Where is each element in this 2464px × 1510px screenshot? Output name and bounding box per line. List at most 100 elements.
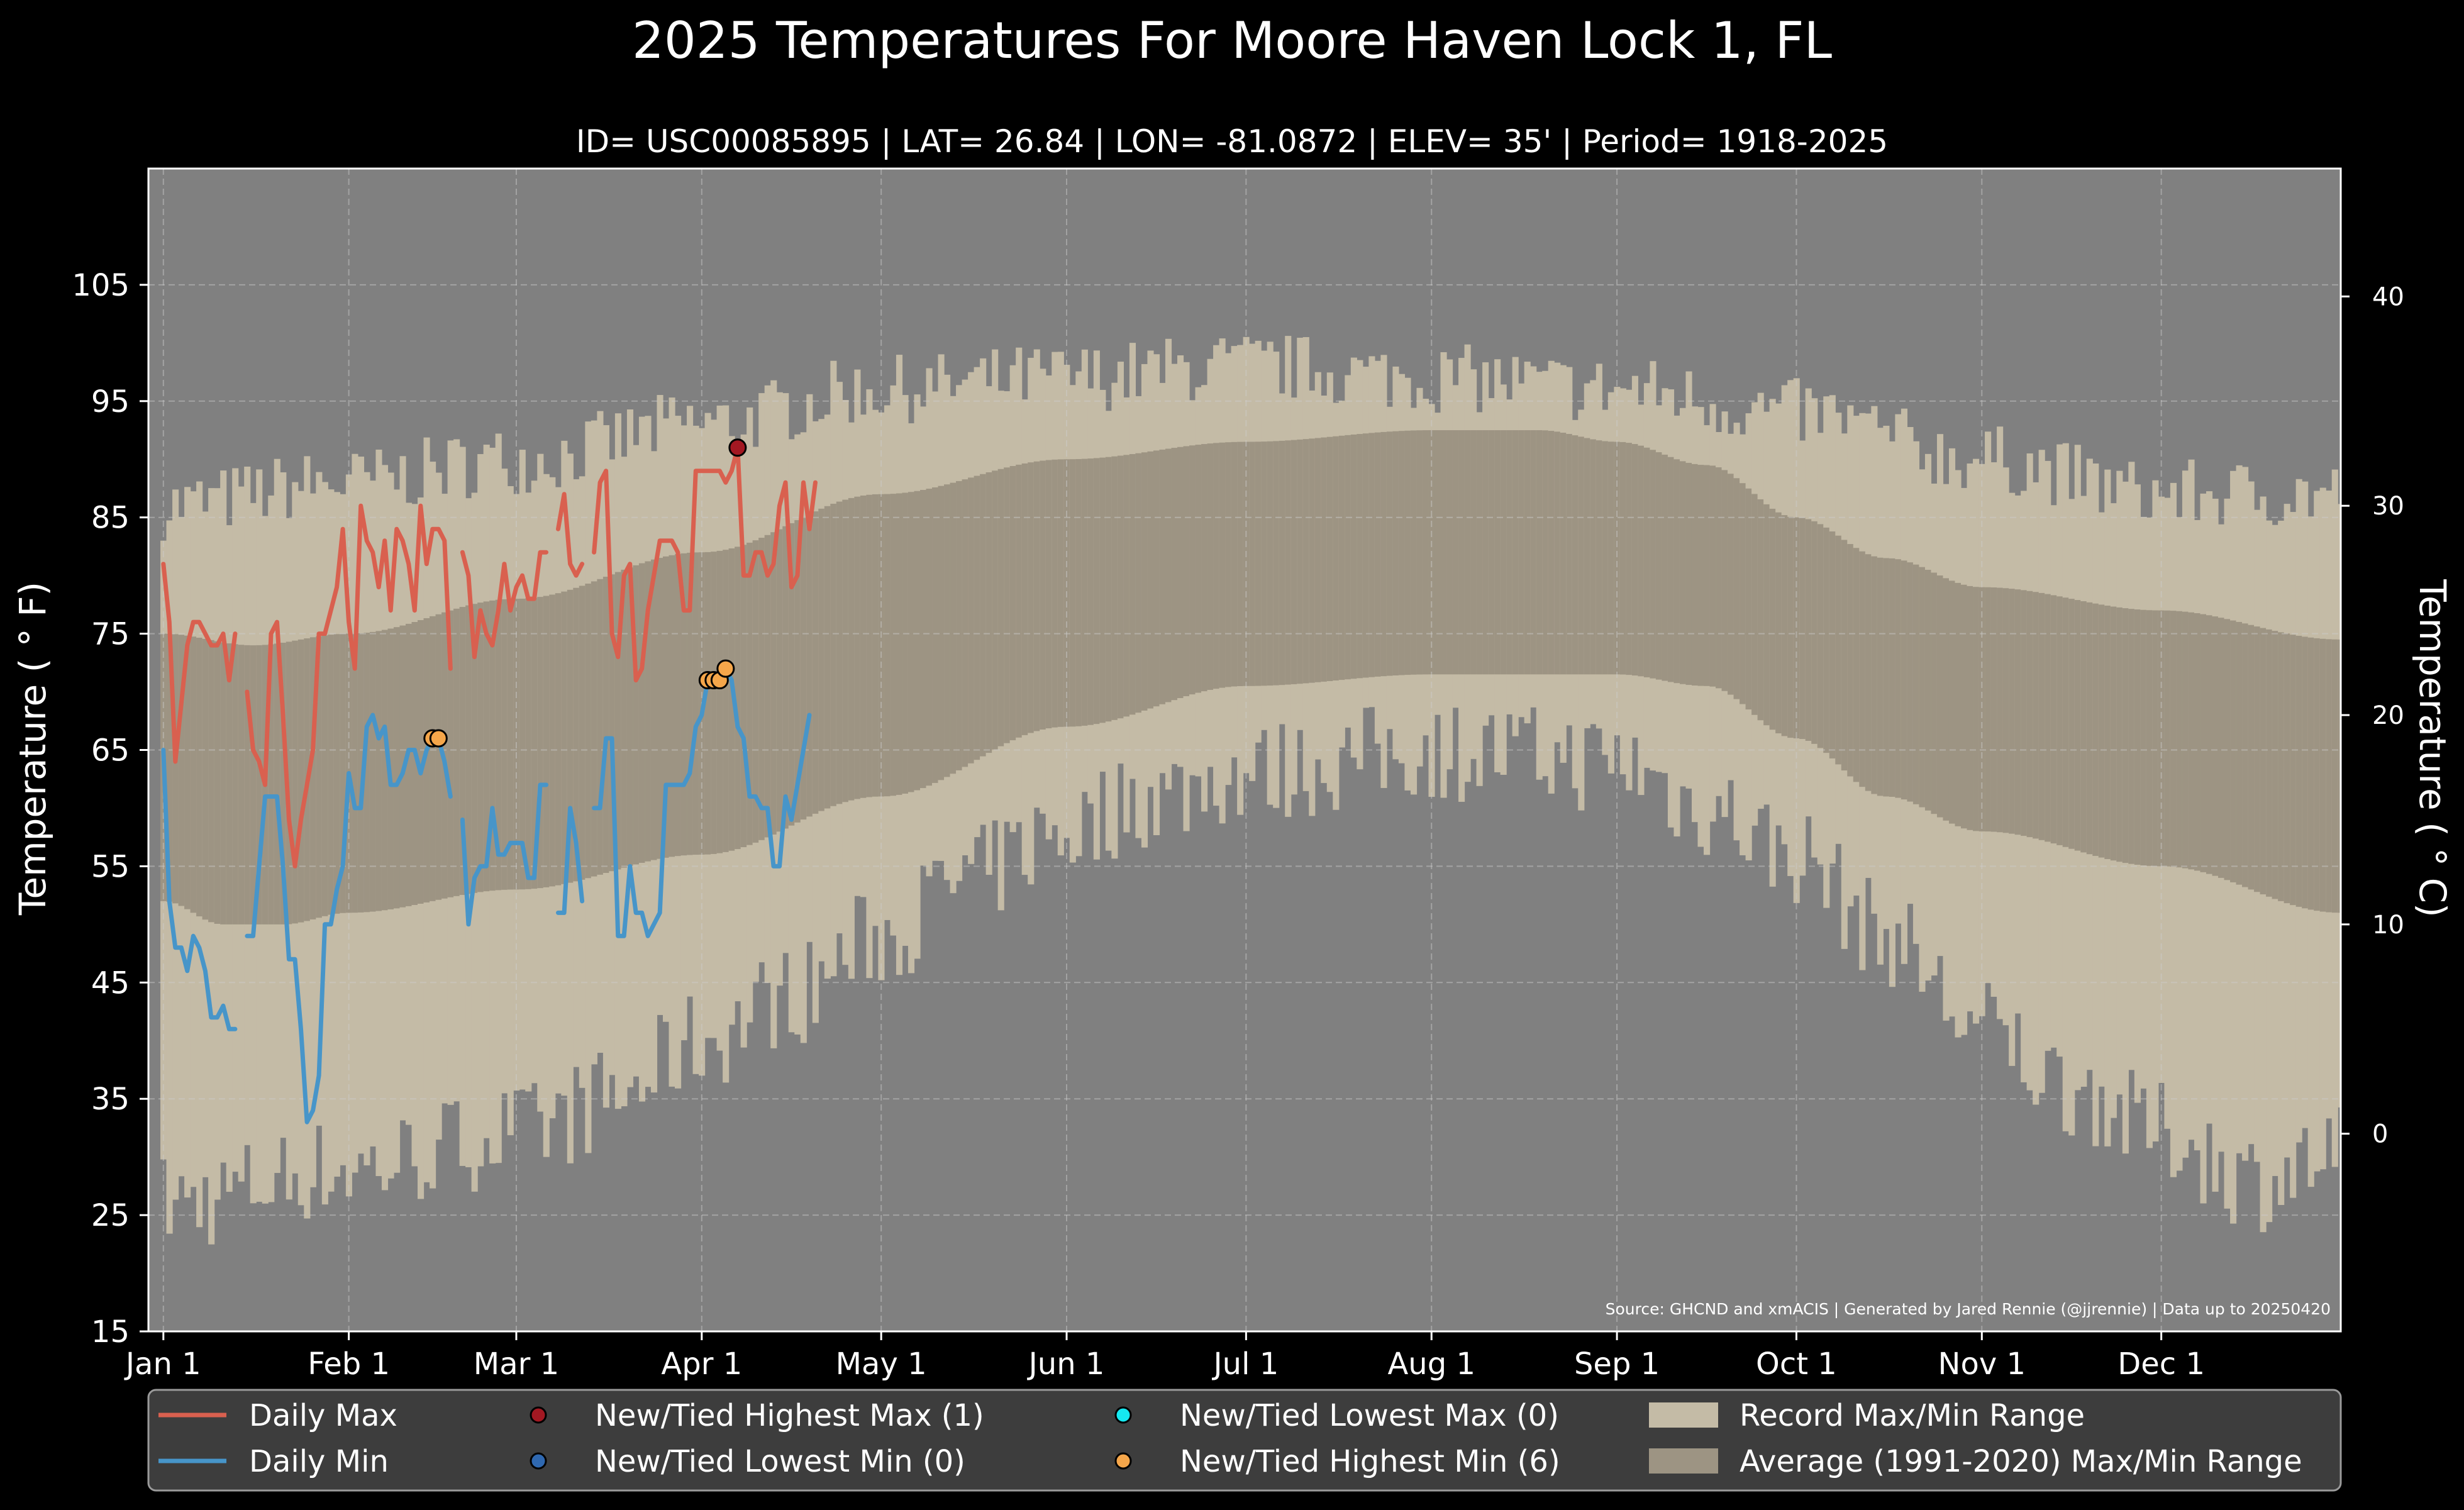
chart-title: 2025 Temperatures For Moore Haven Lock 1… <box>631 11 1833 70</box>
x-tick-label: Feb 1 <box>308 1346 390 1382</box>
average-range-bar <box>1159 449 1166 704</box>
average-range-bar <box>1165 448 1172 702</box>
average-range-bar <box>1075 458 1082 726</box>
average-range-bar <box>1799 518 1806 740</box>
average-range-bar <box>280 642 287 924</box>
average-range-bar <box>1530 430 1537 675</box>
legend-label: New/Tied Highest Max (1) <box>595 1398 984 1433</box>
average-range-bar <box>2278 632 2285 901</box>
average-range-bar <box>333 634 340 914</box>
average-range-bar <box>2074 600 2081 851</box>
average-range-bar <box>985 472 992 753</box>
legend-swatch-patch <box>1649 1448 1718 1474</box>
daily-max-line <box>556 492 585 578</box>
average-range-bar <box>764 535 771 838</box>
legend-label: Daily Min <box>249 1444 389 1479</box>
average-range-bar <box>1231 441 1238 687</box>
average-range-bar <box>1679 461 1687 684</box>
average-range-bar <box>1219 442 1226 688</box>
average-range-bar <box>1638 445 1645 677</box>
average-range-bar <box>1033 461 1040 731</box>
average-range-bar <box>1087 458 1094 725</box>
average-range-bar <box>1428 430 1435 675</box>
average-range-bar <box>357 633 365 913</box>
average-range-bar <box>1542 430 1549 675</box>
average-range-bar <box>633 565 640 865</box>
legend-label: New/Tied Lowest Min (0) <box>595 1444 965 1479</box>
average-range-bar <box>896 493 903 795</box>
average-range-bar <box>1697 465 1704 686</box>
average-range-bar <box>609 574 616 872</box>
average-range-bar <box>226 643 233 924</box>
average-range-bar <box>2295 635 2302 907</box>
average-range-bar <box>1961 584 1968 829</box>
average-range-bar <box>1811 521 1818 744</box>
average-range-bar <box>1171 448 1178 701</box>
average-range-bar <box>950 482 957 774</box>
average-range-bar <box>1685 462 1692 686</box>
legend-swatch-patch <box>1649 1402 1718 1428</box>
average-range-bar <box>2152 610 2159 867</box>
average-range-bar <box>2021 590 2028 836</box>
average-range-bar <box>1978 587 1985 831</box>
average-range-bar <box>256 645 263 924</box>
average-range-bar <box>1195 445 1202 693</box>
average-range-bar <box>2200 614 2207 872</box>
average-range-bar <box>1422 430 1429 675</box>
average-range-bar <box>782 526 789 829</box>
y2-tick-label: 30 <box>2372 492 2404 521</box>
average-range-bar <box>1386 431 1394 676</box>
average-range-bar <box>268 644 275 924</box>
legend-swatch-dot <box>1114 1406 1132 1424</box>
average-range-bar <box>2224 619 2231 880</box>
average-range-bar <box>1153 450 1160 707</box>
average-range-bar <box>2307 637 2314 910</box>
average-range-bar <box>1440 430 1447 675</box>
average-range-bar <box>680 553 687 856</box>
average-range-bar <box>2170 611 2177 867</box>
average-range-bar <box>2104 606 2111 859</box>
average-range-bar <box>974 475 980 760</box>
average-range-bar <box>2134 609 2141 865</box>
average-range-bar <box>2158 610 2165 867</box>
average-range-bar <box>1345 435 1351 680</box>
average-range-bar <box>591 581 597 877</box>
legend-label: Record Max/Min Range <box>1740 1398 2085 1433</box>
daily-max-line <box>460 550 548 660</box>
y-tick-label: 35 <box>91 1082 130 1117</box>
average-range-bar <box>1273 441 1280 686</box>
average-range-bar <box>621 569 628 868</box>
average-range-bar <box>776 529 783 832</box>
average-range-bar <box>806 514 813 817</box>
average-range-bar <box>1040 460 1046 730</box>
average-range-bar <box>423 618 430 902</box>
average-range-bar <box>1650 450 1657 679</box>
average-range-bar <box>166 633 173 902</box>
average-range-bar <box>579 586 585 880</box>
average-range-bar <box>202 638 209 920</box>
average-range-bar <box>812 511 819 814</box>
average-range-bar <box>477 602 484 892</box>
average-range-bar <box>190 636 197 913</box>
average-range-bar <box>848 497 855 801</box>
average-range-bar <box>890 494 897 796</box>
average-range-bar <box>1434 430 1441 675</box>
average-range-bar <box>1111 456 1118 720</box>
average-range-bar <box>1733 478 1740 699</box>
average-range-bar <box>711 552 718 854</box>
legend: Daily Max Daily Min New/Tied Highest Max (… <box>147 1389 2342 1492</box>
average-range-bar <box>2110 606 2117 861</box>
average-range-bar <box>675 554 682 857</box>
average-range-bar <box>1302 439 1309 684</box>
average-range-bar <box>1631 444 1638 676</box>
source-note: Source: GHCND and xmACIS | Generated by … <box>1606 1300 2331 1318</box>
y2-tick-label: 20 <box>2372 701 2404 730</box>
average-range-bar <box>1237 441 1244 686</box>
average-range-bar <box>1793 517 1800 739</box>
average-range-bar <box>1985 587 1992 832</box>
average-range-bar <box>1709 465 1716 687</box>
daily-max-line <box>245 503 453 869</box>
average-range-bar <box>1081 458 1088 726</box>
average-range-bar <box>1853 548 1860 782</box>
average-range-bar <box>2050 595 2057 844</box>
